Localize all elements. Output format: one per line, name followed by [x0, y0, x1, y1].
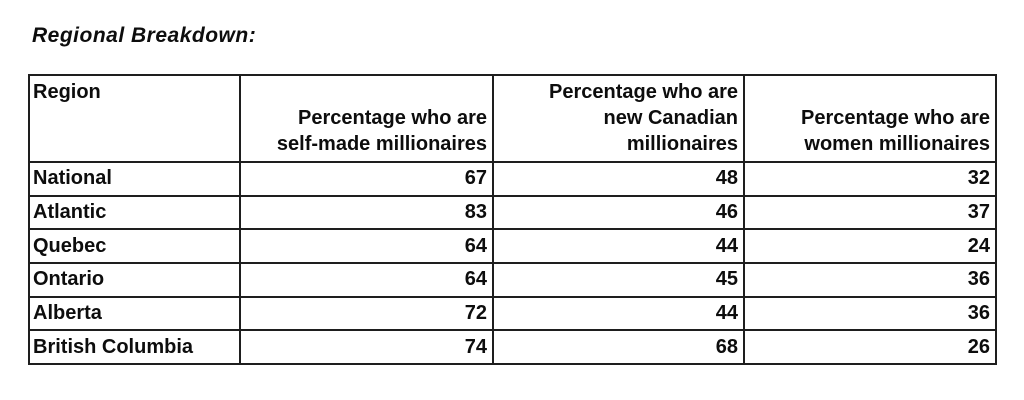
table-row: National 67 48 32: [28, 161, 997, 197]
cell-self-made-pct: 64: [239, 262, 494, 298]
regional-breakdown-table: Region Percentage who are self-made mill…: [28, 74, 997, 366]
cell-region: National: [28, 161, 241, 197]
cell-women-pct: 36: [743, 295, 997, 332]
table-row: Atlantic 83 46 37: [28, 194, 997, 231]
cell-region: British Columbia: [28, 329, 241, 366]
cell-new-canadian-pct: 48: [492, 161, 745, 197]
table-row: Quebec 64 44 24: [28, 228, 997, 265]
cell-new-canadian-pct: 46: [492, 194, 745, 231]
header-row: Region Percentage who are self-made mill…: [28, 74, 997, 163]
cell-new-canadian-pct: 68: [492, 329, 745, 366]
cell-women-pct: 26: [743, 329, 997, 366]
cell-self-made-pct: 72: [239, 295, 494, 332]
cell-women-pct: 36: [743, 262, 997, 298]
cell-new-canadian-pct: 45: [492, 262, 745, 298]
table-row: British Columbia 74 68 26: [28, 329, 997, 366]
cell-self-made-pct: 83: [239, 194, 494, 231]
cell-women-pct: 37: [743, 194, 997, 231]
cell-region: Alberta: [28, 295, 241, 332]
cell-self-made-pct: 67: [239, 161, 494, 197]
cell-self-made-pct: 74: [239, 329, 494, 366]
cell-new-canadian-pct: 44: [492, 228, 745, 265]
column-header-region: Region: [28, 74, 241, 163]
column-header-self-made: Percentage who are self-made millionaire…: [239, 74, 494, 163]
cell-women-pct: 32: [743, 161, 997, 197]
column-header-new-canadian: Percentage who are new Canadian milliona…: [492, 74, 745, 163]
table-row: Ontario 64 45 36: [28, 262, 997, 298]
column-header-women: Percentage who are women millionaires: [743, 74, 997, 163]
table-row: Alberta 72 44 36: [28, 295, 997, 332]
cell-new-canadian-pct: 44: [492, 295, 745, 332]
cell-region: Quebec: [28, 228, 241, 265]
document-title: Regional Breakdown:: [32, 24, 257, 47]
cell-region: Atlantic: [28, 194, 241, 231]
cell-region: Ontario: [28, 262, 241, 298]
cell-self-made-pct: 64: [239, 228, 494, 265]
cell-women-pct: 24: [743, 228, 997, 265]
